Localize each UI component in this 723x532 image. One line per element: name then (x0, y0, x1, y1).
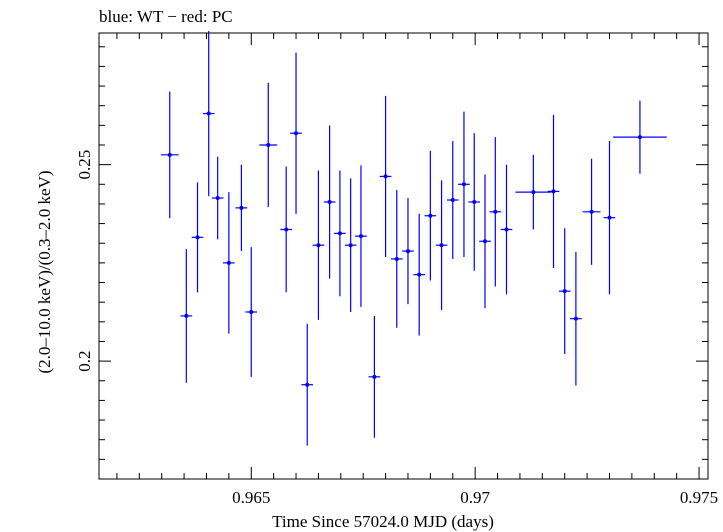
data-point (344, 178, 357, 312)
point-marker (493, 209, 498, 214)
y-tick-labels: 0.2 0.25 (75, 150, 94, 372)
point-marker (284, 227, 289, 232)
point-marker (226, 260, 231, 265)
data-point (547, 114, 560, 268)
data-point (458, 111, 470, 257)
data-point (223, 192, 235, 334)
point-marker (294, 131, 299, 136)
data-point (402, 198, 414, 305)
data-point (435, 180, 448, 311)
data-point (235, 164, 248, 252)
data-point (603, 141, 616, 295)
point-marker (551, 189, 556, 194)
point-marker (573, 316, 578, 321)
data-point (515, 154, 552, 230)
point-marker (206, 111, 211, 116)
data-point (413, 213, 425, 336)
data-point (180, 249, 193, 383)
data-point (191, 182, 204, 293)
data-point (582, 158, 601, 265)
point-marker (316, 243, 321, 248)
data-point (280, 166, 292, 293)
point-marker (472, 199, 477, 204)
data-point (379, 95, 392, 257)
data-point (245, 247, 258, 377)
x-tick-label: 0.975 (680, 488, 718, 507)
point-marker (531, 190, 536, 195)
point-marker (327, 199, 332, 204)
point-marker (417, 272, 422, 277)
point-marker (461, 182, 466, 187)
x-tick-labels: 0.965 0.97 0.975 (232, 488, 718, 507)
point-marker (504, 227, 509, 232)
data-point (479, 174, 491, 309)
y-axis-label: (2.0–10.0 keV)/(0.3–2.0 keV) (35, 170, 54, 373)
data-point (355, 165, 367, 307)
data-points (160, 31, 667, 446)
point-marker (337, 231, 342, 236)
data-point (323, 125, 336, 279)
data-point (446, 141, 459, 259)
point-marker (195, 235, 200, 240)
point-marker (239, 205, 244, 210)
point-marker (167, 152, 172, 157)
point-marker (394, 256, 399, 261)
point-marker (266, 142, 271, 147)
chart-title: blue: WT − red: PC (99, 7, 233, 26)
point-marker (358, 234, 363, 239)
data-point (390, 190, 403, 328)
data-point (570, 251, 582, 386)
point-marker (562, 289, 567, 294)
x-tick-label: 0.965 (232, 488, 270, 507)
point-marker (439, 243, 444, 248)
point-marker (405, 249, 410, 254)
point-marker (607, 215, 612, 220)
point-marker (482, 239, 487, 244)
y-tick-label: 0.2 (75, 350, 94, 371)
point-marker (215, 196, 220, 201)
data-point (468, 133, 481, 271)
data-point (334, 170, 346, 297)
data-point (301, 323, 314, 446)
data-point (259, 82, 278, 208)
data-point (489, 137, 502, 287)
data-point (312, 170, 325, 320)
data-point (424, 150, 437, 281)
data-point (160, 91, 179, 219)
point-marker (428, 213, 433, 218)
data-point (211, 156, 224, 240)
point-marker (249, 309, 254, 314)
data-point (202, 31, 215, 197)
point-marker (637, 135, 642, 140)
data-point (613, 100, 667, 174)
point-marker (184, 313, 189, 318)
y-tick-label: 0.25 (75, 150, 94, 180)
point-marker (589, 209, 594, 214)
plot-frame (98, 32, 709, 480)
axis-ticks (99, 33, 708, 479)
data-point (290, 52, 302, 214)
point-marker (348, 243, 353, 248)
point-marker (450, 198, 455, 203)
point-marker (372, 374, 377, 379)
point-marker (383, 174, 388, 179)
data-point (558, 228, 571, 355)
data-point (500, 164, 513, 295)
x-axis-label: Time Since 57024.0 MJD (days) (272, 512, 494, 531)
point-marker (305, 382, 310, 387)
x-tick-label: 0.97 (460, 488, 490, 507)
data-point (368, 315, 381, 438)
